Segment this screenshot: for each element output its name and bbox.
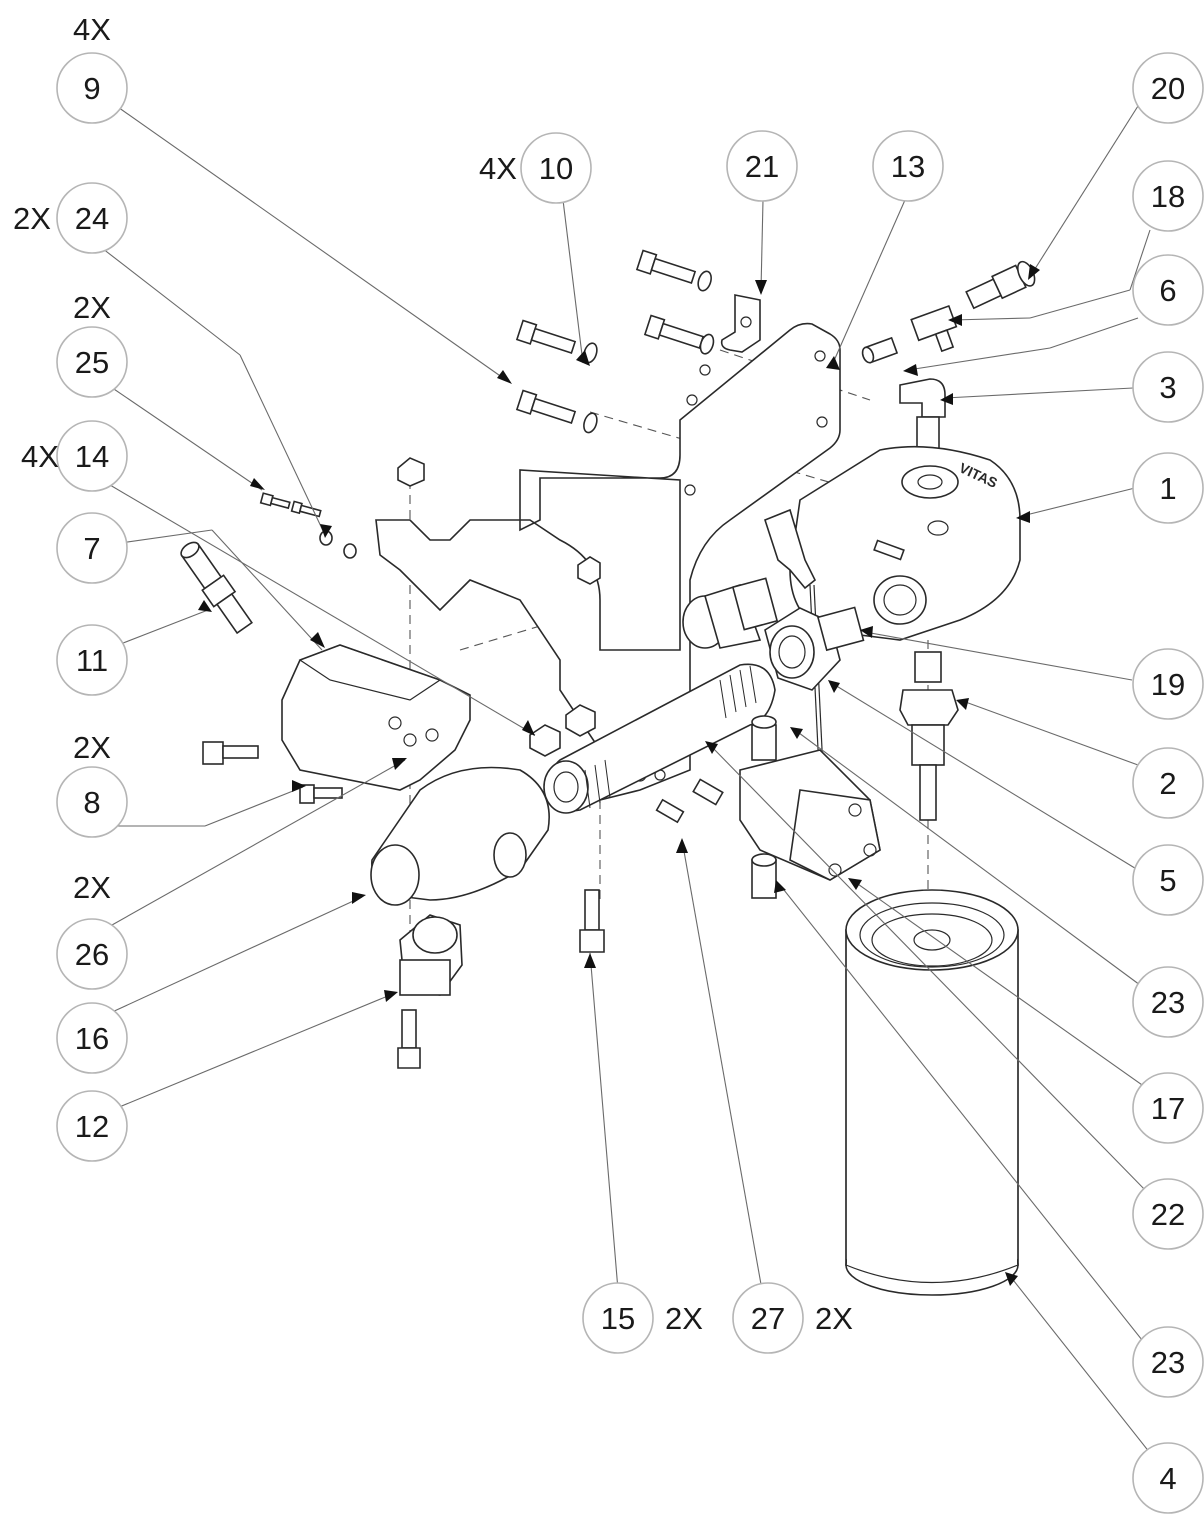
qty-25: 2X [73, 290, 111, 325]
balloon-18: 18 [1132, 160, 1204, 232]
leader-arrowheads [198, 264, 1040, 1286]
balloon-number: 26 [75, 937, 109, 972]
balloon-3: 3 [1132, 351, 1204, 423]
balloon-14: 14 [56, 420, 128, 492]
balloon-11: 11 [56, 624, 128, 696]
fitting-23-lower [751, 853, 777, 899]
balloon-number: 2 [1159, 766, 1176, 801]
balloon-25: 25 [56, 326, 128, 398]
clip-bracket-21 [720, 294, 761, 353]
balloon-2: 2 [1132, 747, 1204, 819]
balloon-4: 4 [1132, 1442, 1204, 1514]
qty-26: 2X [73, 870, 111, 905]
bolt-15 [579, 889, 605, 953]
balloon-number: 1 [1159, 471, 1176, 506]
parts-drawing: VITAS [180, 249, 1036, 1296]
qty-8: 2X [73, 730, 111, 765]
balloon-26: 26 [56, 918, 128, 990]
balloon-7: 7 [56, 512, 128, 584]
nuts-14 [397, 457, 601, 757]
qty-10: 4X [479, 151, 517, 186]
sender-bracket-7 [281, 644, 471, 791]
balloon-13: 13 [872, 130, 944, 202]
qty-9: 4X [73, 12, 111, 47]
balloon-12: 12 [56, 1090, 128, 1162]
balloon-number: 14 [75, 439, 109, 474]
bolt-12 [397, 1009, 421, 1069]
balloon-number: 8 [83, 785, 100, 820]
balloon-number: 19 [1151, 667, 1185, 702]
balloon-24: 24 [56, 182, 128, 254]
bolt-27 [655, 778, 724, 824]
balloon-number: 4 [1159, 1461, 1176, 1496]
pressure-sensor-11 [180, 541, 253, 635]
screw-8 [299, 784, 343, 804]
balloon-number: 21 [745, 149, 779, 184]
balloon-number: 23 [1151, 985, 1185, 1020]
balloon-19: 19 [1132, 648, 1204, 720]
bolt-group-9 [515, 249, 715, 434]
tee-fitting-16 [370, 766, 550, 906]
balloon-10: 10 [520, 132, 592, 204]
balloon-number: 17 [1151, 1091, 1185, 1126]
screw-set-25 [259, 492, 357, 559]
balloon-15: 15 [582, 1282, 654, 1354]
balloon-16: 16 [56, 1002, 128, 1074]
balloon-6: 6 [1132, 254, 1204, 326]
balloon-23-upper: 23 [1132, 966, 1204, 1038]
nipple-fitting-2 [899, 651, 959, 821]
balloon-20: 20 [1132, 52, 1204, 124]
solenoid-valve [739, 749, 881, 881]
balloon-number: 23 [1151, 1345, 1185, 1380]
balloon-number: 27 [751, 1301, 785, 1336]
balloon-number: 13 [891, 149, 925, 184]
balloon-number: 18 [1151, 179, 1185, 214]
balloon-number: 24 [75, 201, 109, 236]
balloon-number: 12 [75, 1109, 109, 1144]
balloon-1: 1 [1132, 452, 1204, 524]
balloon-5: 5 [1132, 844, 1204, 916]
leader-lines [92, 104, 1151, 1454]
qty-27: 2X [815, 1301, 853, 1336]
balloon-number: 20 [1151, 71, 1185, 106]
jic-fitting-left [682, 577, 779, 649]
filter-head-block: VITAS [789, 445, 1021, 641]
balloon-27: 27 [732, 1282, 804, 1354]
balloon-number: 16 [75, 1021, 109, 1056]
balloon-number: 11 [76, 643, 108, 678]
swivel-nut-19 [764, 606, 865, 691]
qty-15: 2X [665, 1301, 703, 1336]
balloon-8: 8 [56, 766, 128, 838]
balloon-9: 9 [56, 52, 128, 124]
hex-fitting-12 [399, 914, 463, 996]
balloon-number: 22 [1151, 1197, 1185, 1232]
balloon-number: 9 [83, 71, 100, 106]
fitting-stack-top-right [861, 260, 1036, 480]
balloon-23-lower: 23 [1132, 1326, 1204, 1398]
balloon-17: 17 [1132, 1072, 1204, 1144]
pipe-nipple [543, 663, 776, 814]
balloon-number: 5 [1159, 863, 1176, 898]
item-balloons: 9 4X 24 2X 25 2X 14 4X 7 11 8 2X 26 2X 1… [13, 12, 1204, 1514]
fitting-23-upper [751, 715, 777, 761]
spin-on-filter [845, 889, 1019, 1296]
qty-24: 2X [13, 201, 51, 236]
bolt-7 [202, 741, 259, 765]
qty-14: 4X [21, 439, 59, 474]
balloon-number: 10 [539, 151, 573, 186]
balloon-number: 15 [601, 1301, 635, 1336]
balloon-number: 6 [1159, 273, 1176, 308]
balloon-21: 21 [726, 130, 798, 202]
balloon-number: 25 [75, 345, 109, 380]
balloon-number: 3 [1159, 370, 1176, 405]
balloon-22: 22 [1132, 1178, 1204, 1250]
balloon-number: 7 [83, 531, 100, 566]
